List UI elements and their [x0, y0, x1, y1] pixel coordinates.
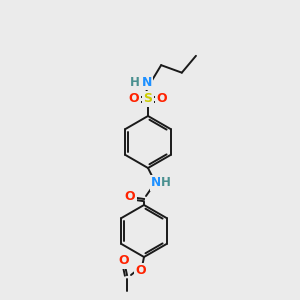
Text: O: O — [157, 92, 167, 106]
Text: O: O — [136, 265, 146, 278]
Text: S: S — [143, 92, 152, 106]
Text: O: O — [129, 92, 139, 106]
Text: O: O — [119, 254, 129, 268]
Text: H: H — [161, 176, 171, 190]
Text: H: H — [130, 76, 140, 88]
Text: N: N — [151, 176, 161, 190]
Text: N: N — [142, 76, 152, 88]
Text: O: O — [125, 190, 135, 203]
